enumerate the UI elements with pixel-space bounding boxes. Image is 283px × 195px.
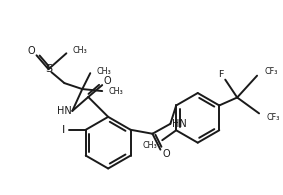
Text: HN: HN (57, 106, 72, 116)
Text: F: F (218, 70, 224, 79)
Text: S: S (45, 64, 52, 74)
Text: CH₃: CH₃ (97, 67, 112, 76)
Text: I: I (62, 125, 65, 135)
Text: CH₃: CH₃ (109, 87, 123, 96)
Text: CH₃: CH₃ (73, 46, 88, 55)
Text: CH₃: CH₃ (143, 141, 158, 150)
Text: HN: HN (172, 119, 187, 129)
Text: CF₃: CF₃ (266, 113, 280, 122)
Text: O: O (103, 76, 111, 86)
Text: O: O (28, 46, 35, 56)
Text: O: O (162, 149, 170, 159)
Text: CF₃: CF₃ (264, 67, 278, 76)
